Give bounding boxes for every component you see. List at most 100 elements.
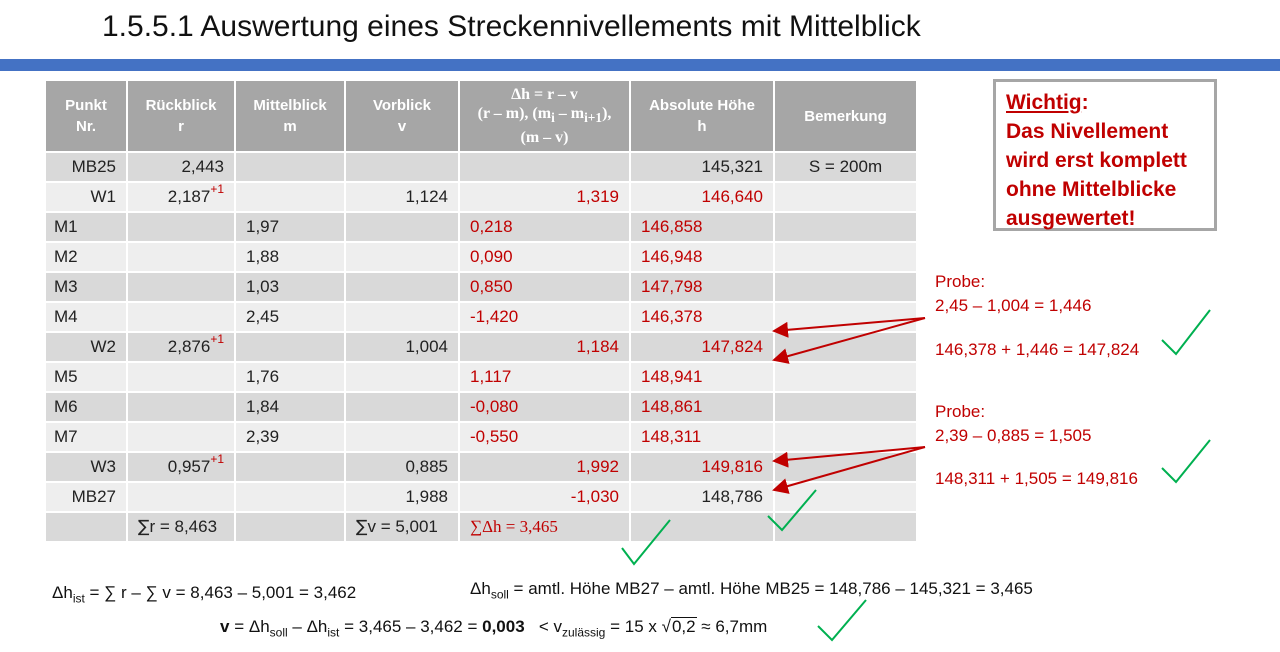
table-row: M5 1,76 1,117 148,941 [44,361,918,393]
cell-bemerkung [773,421,918,453]
cell-hoehe: 145,321 [629,151,775,183]
cell-vorblick [344,361,460,393]
cell-sum-empty [773,511,918,543]
cell-mittelblick: 1,84 [234,391,346,423]
cell-delta-h: 1,117 [458,361,631,393]
table-row: W3 0,957+1 0,885 1,992 149,816 [44,451,918,483]
cell-rueckblick [126,271,236,303]
header-vorblick: Vorblick v [344,79,460,153]
cell-sum-empty [44,511,128,543]
cell-hoehe: 148,861 [629,391,775,423]
cell-bemerkung [773,391,918,423]
cell-mittelblick: 2,45 [234,301,346,333]
probe1-line2: 146,378 + 1,446 = 147,824 [935,340,1140,359]
cell-vorblick [344,211,460,243]
cell-vorblick: 1,124 [344,181,460,213]
important-note-box: Wichtig: Das Nivellement wird erst kompl… [993,79,1217,231]
cell-delta-h: 1,992 [458,451,631,483]
cell-hoehe: 149,816 [629,451,775,483]
probe1-label: Probe: [935,272,986,291]
probe2-label: Probe: [935,402,986,421]
cell-mittelblick [234,481,346,513]
cell-bemerkung [773,301,918,333]
note-line: wird erst komplett [1006,149,1187,172]
cell-vorblick: 1,004 [344,331,460,363]
cell-vorblick [344,241,460,273]
cell-delta-h: -0,080 [458,391,631,423]
dh-soll-formula: Δhsoll = amtl. Höhe MB27 – amtl. Höhe MB… [470,579,1033,602]
table-row: M3 1,03 0,850 147,798 [44,271,918,303]
cell-delta-h: -1,030 [458,481,631,513]
table-row: M6 1,84 -0,080 148,861 [44,391,918,423]
cell-bemerkung: S = 200m [773,151,918,183]
cell-punkt: W2 [44,331,128,363]
probe2-line1: 2,39 – 0,885 = 1,505 [935,426,1092,445]
cell-delta-h: 0,090 [458,241,631,273]
header-punkt: Punkt Nr. [44,79,128,153]
cell-punkt: MB25 [44,151,128,183]
cell-rueckblick: 2,443 [126,151,236,183]
cell-rueckblick [126,211,236,243]
cell-hoehe: 146,640 [629,181,775,213]
cell-bemerkung [773,481,918,513]
cell-bemerkung [773,211,918,243]
cell-punkt: MB27 [44,481,128,513]
note-heading: Wichtig [1006,91,1082,114]
table-row: MB25 2,443 145,321 S = 200m [44,151,918,183]
cell-mittelblick [234,151,346,183]
v-tolerance-formula: v = Δhsoll – Δhist = 3,465 – 3,462 = 0,0… [220,617,768,640]
cell-punkt: W1 [44,181,128,213]
cell-rueckblick: 2,876+1 [126,331,236,363]
note-line: ohne Mittelblicke [1006,178,1177,201]
cell-punkt: M2 [44,241,128,273]
leveling-table: Punkt Nr. Rückblick r Mittelblick m Vorblic… [44,79,918,543]
cell-hoehe: 148,786 [629,481,775,513]
cell-delta-h: 0,218 [458,211,631,243]
note-line: ausgewertet! [1006,207,1136,230]
header-absolute-hoehe: Absolute Höhe h [629,79,775,153]
table-header-row: Punkt Nr. Rückblick r Mittelblick m Vorblic… [44,79,918,153]
cell-mittelblick [234,451,346,483]
cell-hoehe: 146,948 [629,241,775,273]
cell-mittelblick [234,181,346,213]
correction-mark: +1 [210,182,224,196]
cell-hoehe: 147,824 [629,331,775,363]
table-row: MB27 1,988 -1,030 148,786 [44,481,918,513]
correction-mark: +1 [210,332,224,346]
cell-rueckblick [126,391,236,423]
leveling-table-container: Punkt Nr. Rückblick r Mittelblick m Vorblic… [44,79,918,543]
cell-hoehe: 146,378 [629,301,775,333]
header-mittelblick: Mittelblick m [234,79,346,153]
cell-sum-v: ∑v = 5,001 [344,511,460,543]
page-title: 1.5.5.1 Auswertung eines Streckennivelle… [102,10,921,43]
table-row: M7 2,39 -0,550 148,311 [44,421,918,453]
checkmark-icon [1161,439,1211,484]
cell-vorblick: 0,885 [344,451,460,483]
cell-mittelblick: 1,88 [234,241,346,273]
cell-delta-h: 1,319 [458,181,631,213]
table-row: M1 1,97 0,218 146,858 [44,211,918,243]
cell-mittelblick: 1,97 [234,211,346,243]
cell-bemerkung [773,361,918,393]
cell-hoehe: 148,311 [629,421,775,453]
cell-rueckblick [126,301,236,333]
table-row: M4 2,45 -1,420 146,378 [44,301,918,333]
cell-delta-h: 0,850 [458,271,631,303]
cell-vorblick [344,271,460,303]
cell-bemerkung [773,241,918,273]
cell-punkt: M5 [44,361,128,393]
dh-ist-formula: Δhist = ∑ r – ∑ v = 8,463 – 5,001 = 3,46… [52,583,357,606]
cell-mittelblick: 1,03 [234,271,346,303]
cell-punkt: M4 [44,301,128,333]
cell-punkt: W3 [44,451,128,483]
probe2-line2: 148,311 + 1,505 = 149,816 [935,469,1138,488]
header-delta-h: Δh = r – v (r – m), (mi – mi+1), (m – v) [458,79,631,153]
header-rueckblick: Rückblick r [126,79,236,153]
cell-bemerkung [773,331,918,363]
cell-rueckblick: 0,957+1 [126,451,236,483]
cell-hoehe: 146,858 [629,211,775,243]
probe1-line1: 2,45 – 1,004 = 1,446 [935,296,1092,315]
checkmark-icon [1161,309,1211,356]
cell-rueckblick [126,481,236,513]
cell-delta-h: -1,420 [458,301,631,333]
